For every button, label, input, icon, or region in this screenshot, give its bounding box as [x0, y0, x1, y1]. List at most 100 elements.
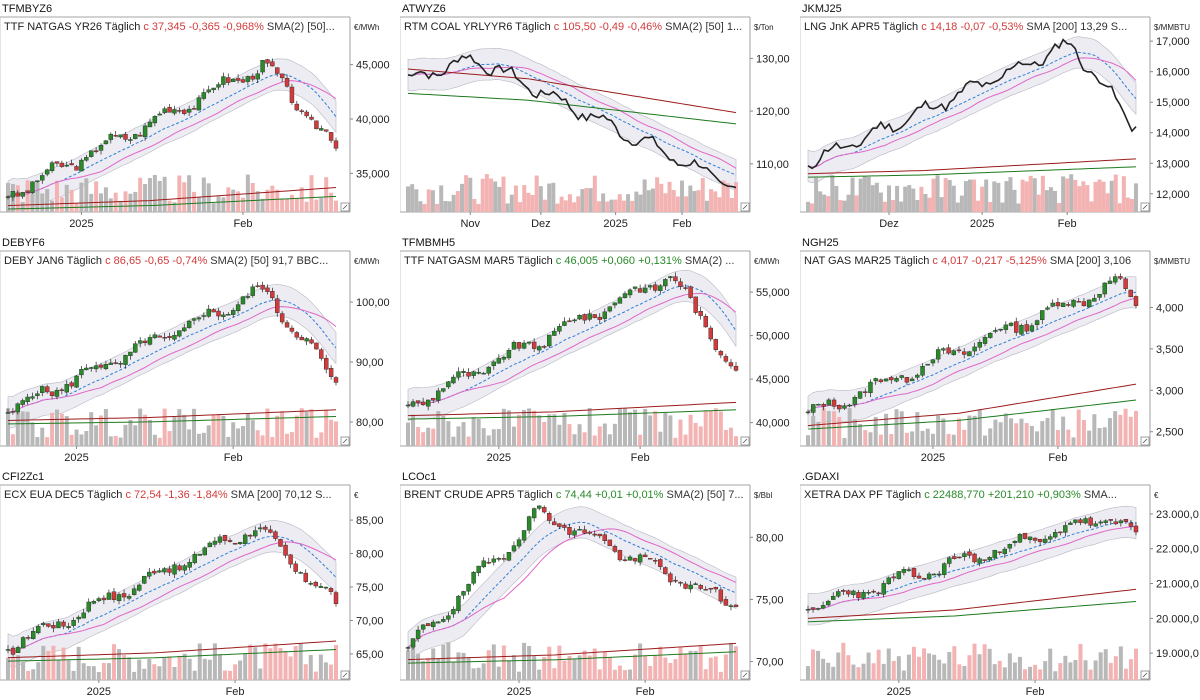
- volume-bar: [708, 657, 713, 680]
- candle-body: [1123, 518, 1129, 522]
- candle-body: [708, 587, 713, 590]
- volume-bar: [111, 644, 116, 680]
- chart-pane-tfmbyz6[interactable]: TFMBYZ6 TTF NATGAS YR26 Täglich c 37,345 …: [0, 0, 399, 232]
- resize-handle-icon[interactable]: [1140, 436, 1150, 446]
- candle-body: [76, 616, 81, 620]
- volume-bar: [1058, 663, 1063, 680]
- candle-body: [911, 568, 917, 577]
- candle-body: [572, 319, 577, 322]
- x-tick-label: Dez: [531, 218, 551, 230]
- sma-short-line: [407, 66, 737, 169]
- chart-pane-lcoc1[interactable]: LCOc1 BRENT CRUDE APR5 Täglich c 74,44 +0…: [400, 468, 799, 700]
- chart-pane-atwyz6[interactable]: ATWYZ6 RTM COAL YRLYYR6 Täglich c 105,50 …: [400, 0, 799, 232]
- volume-bar: [723, 654, 728, 680]
- volume-bar: [513, 185, 518, 212]
- volume-bar: [972, 179, 977, 212]
- chart-pane-gdaxi[interactable]: .GDAXI XETRA DAX PF Täglich c 22488,770 +…: [800, 468, 1199, 700]
- candle-body: [298, 572, 303, 574]
- volume-bar: [40, 427, 45, 446]
- volume-bar: [633, 409, 638, 446]
- volume-bar: [182, 414, 187, 446]
- resize-handle-icon[interactable]: [740, 202, 750, 212]
- volume-bar: [486, 435, 491, 446]
- resize-handle-icon[interactable]: [340, 436, 350, 446]
- chart-pane-tfmbmh5[interactable]: TFMBMH5 TTF NATGASM MAR5 Täglich c 46,005…: [400, 234, 799, 466]
- y-tick-label: 75,00: [356, 582, 384, 594]
- resize-handle-icon[interactable]: [340, 670, 350, 680]
- volume-bar: [653, 411, 658, 446]
- volume-bar: [842, 437, 847, 446]
- volume-bar: [832, 411, 837, 446]
- candle-body: [1093, 523, 1098, 527]
- volume-bar: [1002, 667, 1007, 680]
- candle-body: [284, 78, 290, 87]
- chart-pane-jkmj25[interactable]: JKMJ25 LNG JnK APR5 Täglich c 14,18 -0,07…: [800, 0, 1199, 232]
- candle-body: [1128, 289, 1133, 298]
- candle-body: [526, 341, 532, 344]
- candle-body: [227, 540, 233, 542]
- candle-body: [279, 73, 285, 79]
- volume-bar: [648, 665, 653, 680]
- chart-pane-cfi2zc1[interactable]: CFI2Zc1 ECX EUA DEC5 Täglich c 72,54 -1,3…: [0, 468, 399, 700]
- volume-bar: [517, 414, 522, 446]
- volume-bar: [597, 426, 602, 446]
- volume-bar: [842, 200, 847, 212]
- candle-body: [212, 540, 218, 545]
- volume-bar: [486, 650, 491, 680]
- volume-bar: [117, 649, 122, 680]
- volume-bar: [1081, 181, 1086, 212]
- candle-body: [723, 356, 729, 362]
- volume-bar: [221, 416, 226, 446]
- candle-body: [1123, 278, 1128, 289]
- candle-body: [245, 76, 251, 82]
- candle-body: [25, 637, 31, 639]
- volume-bar: [511, 655, 516, 680]
- volume-bar: [907, 185, 912, 212]
- candle-body: [10, 411, 16, 413]
- candle-body: [1088, 517, 1093, 526]
- volume-bar: [451, 194, 456, 212]
- volume-bar: [324, 409, 329, 446]
- volume-bar: [288, 656, 293, 680]
- candle-body: [1029, 325, 1035, 332]
- volume-bar: [1134, 410, 1138, 446]
- volume-bar: [678, 646, 683, 680]
- unit-label: €/MWh: [354, 257, 379, 266]
- volume-bar: [481, 663, 486, 680]
- chart-pane-ngh25[interactable]: NGH25 NAT GAS MAR25 Täglich c 4,017 -0,21…: [800, 234, 1199, 466]
- volume-bar: [584, 188, 589, 212]
- resize-handle-icon[interactable]: [740, 436, 750, 446]
- volume-bar: [862, 176, 867, 212]
- volume-bar: [826, 196, 831, 212]
- y-tick-label: 55,000: [756, 287, 790, 299]
- volume-bar: [1053, 671, 1058, 680]
- chart-pane-debyf6[interactable]: DEBYF6 DEBY JAN6 Täglich c 86,65 -0,65 -0…: [0, 234, 399, 466]
- candle-body: [69, 382, 74, 387]
- candle-body: [876, 592, 881, 595]
- candle-body: [852, 397, 858, 405]
- candle-body: [562, 321, 567, 326]
- candle-body: [15, 403, 20, 413]
- resize-handle-icon[interactable]: [1140, 670, 1150, 680]
- volume-bar: [518, 202, 523, 212]
- volume-bar: [51, 645, 56, 680]
- resize-handle-icon[interactable]: [740, 670, 750, 680]
- volume-bar: [1019, 418, 1024, 446]
- volume-bar: [850, 177, 855, 212]
- volume-bar: [451, 662, 456, 680]
- volume-bar: [633, 654, 638, 680]
- resize-handle-icon[interactable]: [340, 202, 350, 212]
- resize-handle-icon[interactable]: [1140, 202, 1150, 212]
- candle-body: [810, 607, 816, 610]
- candle-body: [61, 621, 66, 627]
- volume-bar: [868, 432, 873, 446]
- y-tick-label: 20.000,000: [1156, 613, 1199, 625]
- volume-bar: [638, 434, 643, 446]
- volume-bar: [177, 175, 182, 212]
- candle-body: [993, 330, 998, 332]
- chart-svg: .GDAXI XETRA DAX PF Täglich c 22488,770 +…: [800, 471, 1199, 698]
- volume-bar: [876, 649, 881, 680]
- candle-body: [66, 626, 71, 628]
- volume-bar: [1093, 181, 1098, 212]
- candle-body: [265, 59, 270, 64]
